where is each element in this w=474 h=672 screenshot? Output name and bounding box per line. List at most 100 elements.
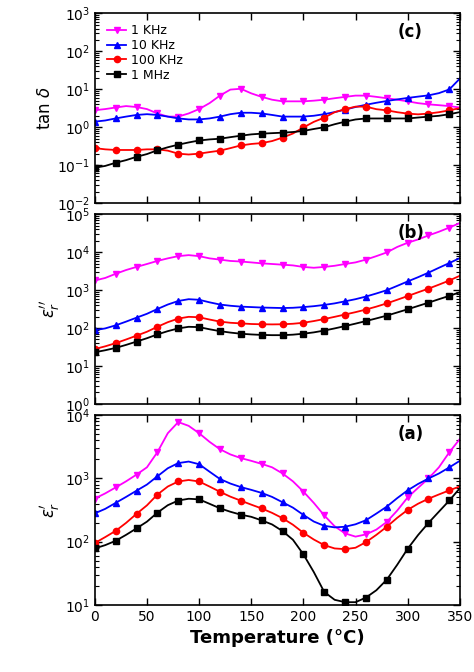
1 MHz bbox=[342, 322, 348, 330]
100 KHz bbox=[332, 108, 337, 116]
10 KHz bbox=[113, 321, 118, 329]
100 KHz bbox=[301, 319, 306, 327]
1 KHz bbox=[196, 252, 202, 260]
1 KHz bbox=[290, 477, 296, 485]
1 KHz bbox=[342, 260, 348, 268]
1 MHz bbox=[155, 331, 160, 339]
10 KHz bbox=[228, 302, 233, 310]
100 KHz bbox=[123, 146, 129, 154]
100 KHz bbox=[436, 281, 442, 289]
Line: 10 KHz: 10 KHz bbox=[91, 255, 463, 333]
10 KHz bbox=[301, 511, 306, 519]
10 KHz bbox=[447, 463, 452, 471]
1 KHz bbox=[436, 463, 442, 471]
1 MHz bbox=[363, 317, 369, 325]
1 KHz bbox=[123, 102, 129, 110]
1 KHz bbox=[144, 463, 150, 471]
100 KHz bbox=[311, 118, 317, 126]
1 MHz bbox=[155, 509, 160, 517]
1 KHz bbox=[144, 105, 150, 113]
1 MHz bbox=[374, 314, 379, 323]
1 MHz bbox=[321, 123, 327, 131]
10 KHz bbox=[384, 97, 390, 105]
1 MHz bbox=[228, 133, 233, 141]
1 MHz bbox=[207, 325, 212, 333]
1 KHz bbox=[363, 530, 369, 538]
10 KHz bbox=[123, 493, 129, 501]
1 MHz bbox=[290, 331, 296, 339]
100 KHz bbox=[280, 514, 285, 522]
100 KHz bbox=[332, 312, 337, 321]
1 KHz bbox=[405, 97, 410, 106]
100 KHz bbox=[363, 538, 369, 546]
1 KHz bbox=[238, 257, 244, 265]
1 KHz bbox=[374, 252, 379, 260]
10 KHz bbox=[238, 109, 244, 117]
1 MHz bbox=[394, 114, 400, 122]
1 KHz bbox=[113, 269, 118, 278]
1 KHz bbox=[457, 435, 463, 443]
100 KHz bbox=[342, 545, 348, 553]
10 KHz bbox=[228, 110, 233, 118]
100 KHz bbox=[155, 145, 160, 153]
100 KHz bbox=[217, 318, 223, 326]
Y-axis label: $\varepsilon_r''$: $\varepsilon_r''$ bbox=[38, 300, 62, 318]
10 KHz bbox=[269, 111, 275, 119]
1 MHz bbox=[374, 114, 379, 122]
100 KHz bbox=[363, 103, 369, 111]
10 KHz bbox=[102, 325, 108, 333]
10 KHz bbox=[196, 460, 202, 468]
1 MHz bbox=[405, 545, 410, 553]
Line: 10 KHz: 10 KHz bbox=[91, 458, 463, 530]
1 KHz bbox=[186, 110, 191, 118]
100 KHz bbox=[175, 477, 181, 485]
1 KHz bbox=[321, 95, 327, 103]
1 KHz bbox=[290, 261, 296, 269]
10 KHz bbox=[363, 292, 369, 300]
1 KHz bbox=[436, 101, 442, 110]
1 KHz bbox=[144, 260, 150, 268]
1 MHz bbox=[165, 327, 171, 335]
100 KHz bbox=[426, 285, 431, 293]
1 KHz bbox=[259, 93, 264, 101]
100 KHz bbox=[342, 105, 348, 113]
10 KHz bbox=[269, 493, 275, 501]
10 KHz bbox=[144, 110, 150, 118]
100 KHz bbox=[405, 506, 410, 514]
100 KHz bbox=[248, 501, 254, 509]
10 KHz bbox=[405, 278, 410, 286]
10 KHz bbox=[186, 458, 191, 466]
1 MHz bbox=[290, 536, 296, 544]
100 KHz bbox=[238, 141, 244, 149]
1 KHz bbox=[113, 103, 118, 112]
10 KHz bbox=[280, 113, 285, 121]
1 KHz bbox=[259, 259, 264, 267]
1 MHz bbox=[144, 150, 150, 158]
100 KHz bbox=[321, 315, 327, 323]
10 KHz bbox=[405, 487, 410, 495]
1 KHz bbox=[175, 252, 181, 260]
100 KHz bbox=[217, 488, 223, 496]
10 KHz bbox=[144, 480, 150, 489]
1 MHz bbox=[269, 520, 275, 528]
100 KHz bbox=[374, 531, 379, 539]
100 KHz bbox=[457, 271, 463, 280]
100 KHz bbox=[113, 339, 118, 347]
100 KHz bbox=[228, 319, 233, 327]
1 MHz bbox=[436, 295, 442, 303]
100 KHz bbox=[238, 319, 244, 327]
100 KHz bbox=[447, 276, 452, 284]
1 KHz bbox=[353, 533, 358, 541]
100 KHz bbox=[301, 529, 306, 537]
1 MHz bbox=[144, 334, 150, 342]
1 MHz bbox=[186, 495, 191, 503]
10 KHz bbox=[415, 274, 421, 282]
100 KHz bbox=[217, 146, 223, 155]
1 KHz bbox=[280, 261, 285, 269]
1 MHz bbox=[301, 550, 306, 558]
100 KHz bbox=[207, 315, 212, 323]
100 KHz bbox=[280, 321, 285, 329]
1 MHz bbox=[426, 298, 431, 306]
100 KHz bbox=[175, 150, 181, 158]
1 MHz bbox=[415, 531, 421, 539]
